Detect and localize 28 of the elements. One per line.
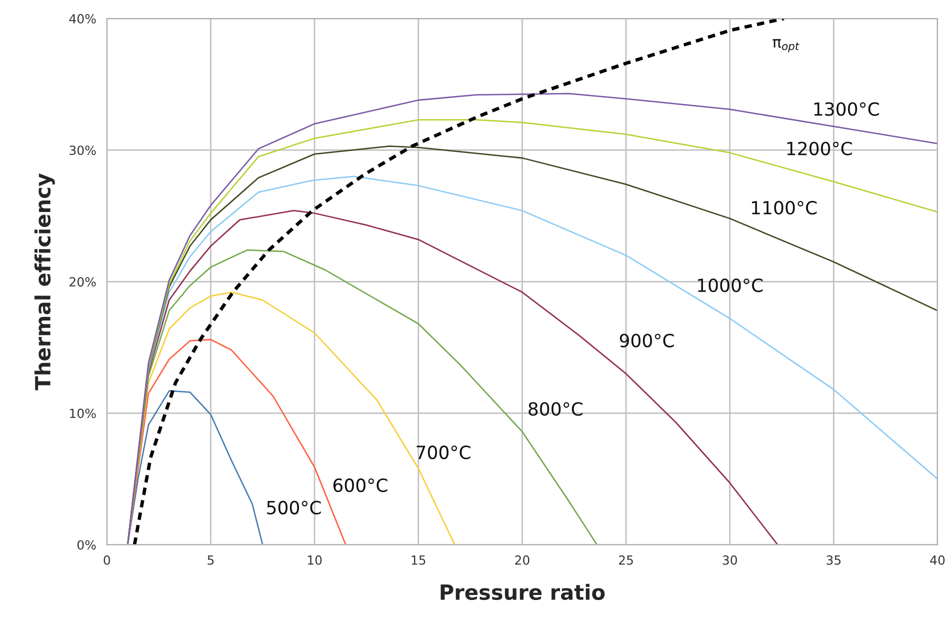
series-label: 900°C bbox=[620, 334, 674, 348]
y-tick-label: 10% bbox=[70, 408, 96, 418]
series-label: 1300°C bbox=[814, 102, 879, 116]
x-tick-label: 35 bbox=[826, 555, 841, 565]
series-label: 1100°C bbox=[752, 200, 817, 215]
y-tick-label: 0% bbox=[77, 540, 96, 550]
series-label: 600°C bbox=[333, 478, 388, 492]
x-tick-label: 40 bbox=[930, 555, 945, 565]
series-label: 500°C bbox=[267, 500, 321, 514]
line-series bbox=[126, 249, 598, 545]
series-label: π$_{opt}$ bbox=[772, 39, 800, 52]
y-tick-label: 30% bbox=[70, 146, 96, 156]
y-tick-label: 40% bbox=[69, 14, 96, 24]
y-tick-label: 20% bbox=[70, 277, 96, 287]
x-axis-title: Pressure ratio bbox=[440, 584, 605, 600]
series-label: 1000°C bbox=[698, 278, 763, 292]
series-label: 1200°C bbox=[787, 142, 852, 156]
x-tick-label: 5 bbox=[208, 556, 214, 565]
x-tick-label: 15 bbox=[412, 556, 426, 565]
x-tick-label: 20 bbox=[515, 555, 530, 565]
x-tick-label: 30 bbox=[722, 555, 737, 565]
x-tick-label: 10 bbox=[308, 555, 322, 565]
series-label: 700°C bbox=[416, 446, 470, 460]
y-axis-title: Thermal efficiency bbox=[34, 173, 55, 390]
x-tick-label: 25 bbox=[618, 555, 633, 565]
line-series bbox=[126, 390, 264, 545]
x-tick-label: 0 bbox=[104, 555, 110, 565]
series-label: 800°C bbox=[528, 402, 582, 416]
